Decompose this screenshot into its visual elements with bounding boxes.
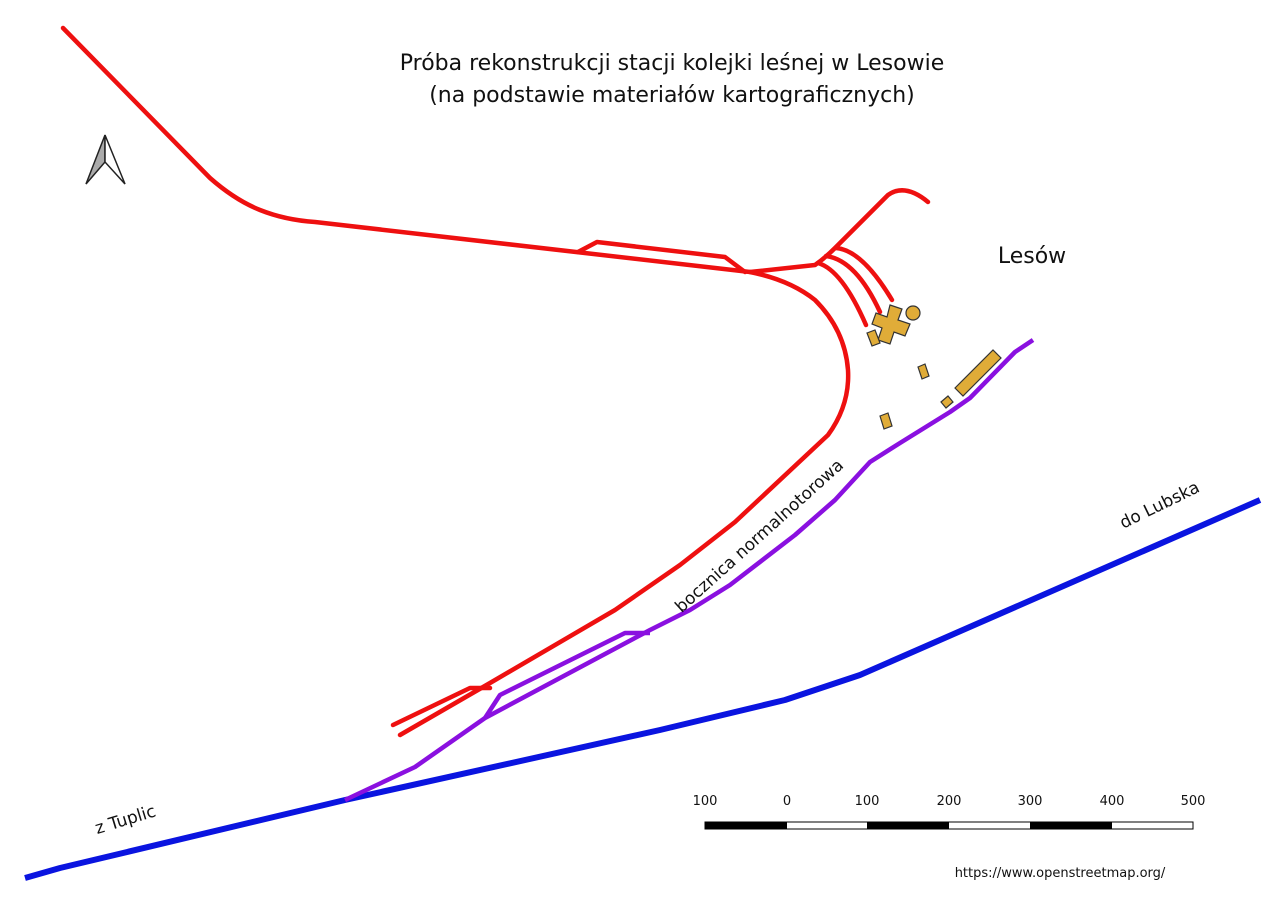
siding [344,338,1035,803]
to-label: do Lubska [1117,478,1203,534]
scale-bar [704,821,1194,830]
scale-label: 400 [1100,794,1125,809]
siding-label: bocznica normalnotorowa [671,455,847,617]
forest-railway [60,25,931,738]
scale-label: 100 [855,794,880,809]
buildings [866,304,1002,430]
north-arrow [85,134,126,185]
blue-line [24,497,1262,881]
source: https://www.openstreetmap.org/ [955,866,1166,881]
from-label: z Tuplic [93,802,159,839]
scale-label: 200 [937,794,962,809]
scale-label: 100 [693,794,718,809]
scale-label: 500 [1181,794,1206,809]
scale-label: 300 [1018,794,1043,809]
title: Próba rekonstrukcji stacji kolejki leśne… [400,51,944,76]
subtitle: (na podstawie materiałów kartograficznyc… [429,83,915,108]
scale-label: 0 [783,794,791,809]
town-label: Lesów [998,244,1066,269]
